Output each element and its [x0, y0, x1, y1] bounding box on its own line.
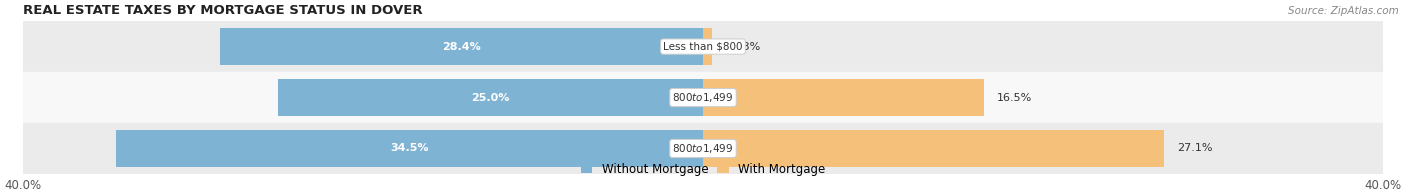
Text: $800 to $1,499: $800 to $1,499: [672, 91, 734, 104]
Text: 27.1%: 27.1%: [1177, 143, 1213, 153]
Bar: [278, 79, 703, 116]
Bar: [117, 130, 703, 167]
Bar: [703, 130, 1164, 167]
Text: 25.0%: 25.0%: [471, 93, 509, 103]
Text: $800 to $1,499: $800 to $1,499: [672, 142, 734, 155]
Bar: [703, 79, 984, 116]
Text: 28.4%: 28.4%: [441, 42, 481, 52]
Text: Source: ZipAtlas.com: Source: ZipAtlas.com: [1288, 6, 1399, 16]
Bar: [22, 123, 1384, 174]
Bar: [703, 28, 711, 65]
Bar: [22, 21, 1384, 72]
Text: REAL ESTATE TAXES BY MORTGAGE STATUS IN DOVER: REAL ESTATE TAXES BY MORTGAGE STATUS IN …: [22, 4, 422, 17]
Text: 16.5%: 16.5%: [997, 93, 1032, 103]
Bar: [22, 72, 1384, 123]
Text: 34.5%: 34.5%: [391, 143, 429, 153]
Text: 0.53%: 0.53%: [725, 42, 761, 52]
Bar: [219, 28, 703, 65]
Legend: Without Mortgage, With Mortgage: Without Mortgage, With Mortgage: [581, 163, 825, 176]
Text: Less than $800: Less than $800: [664, 42, 742, 52]
